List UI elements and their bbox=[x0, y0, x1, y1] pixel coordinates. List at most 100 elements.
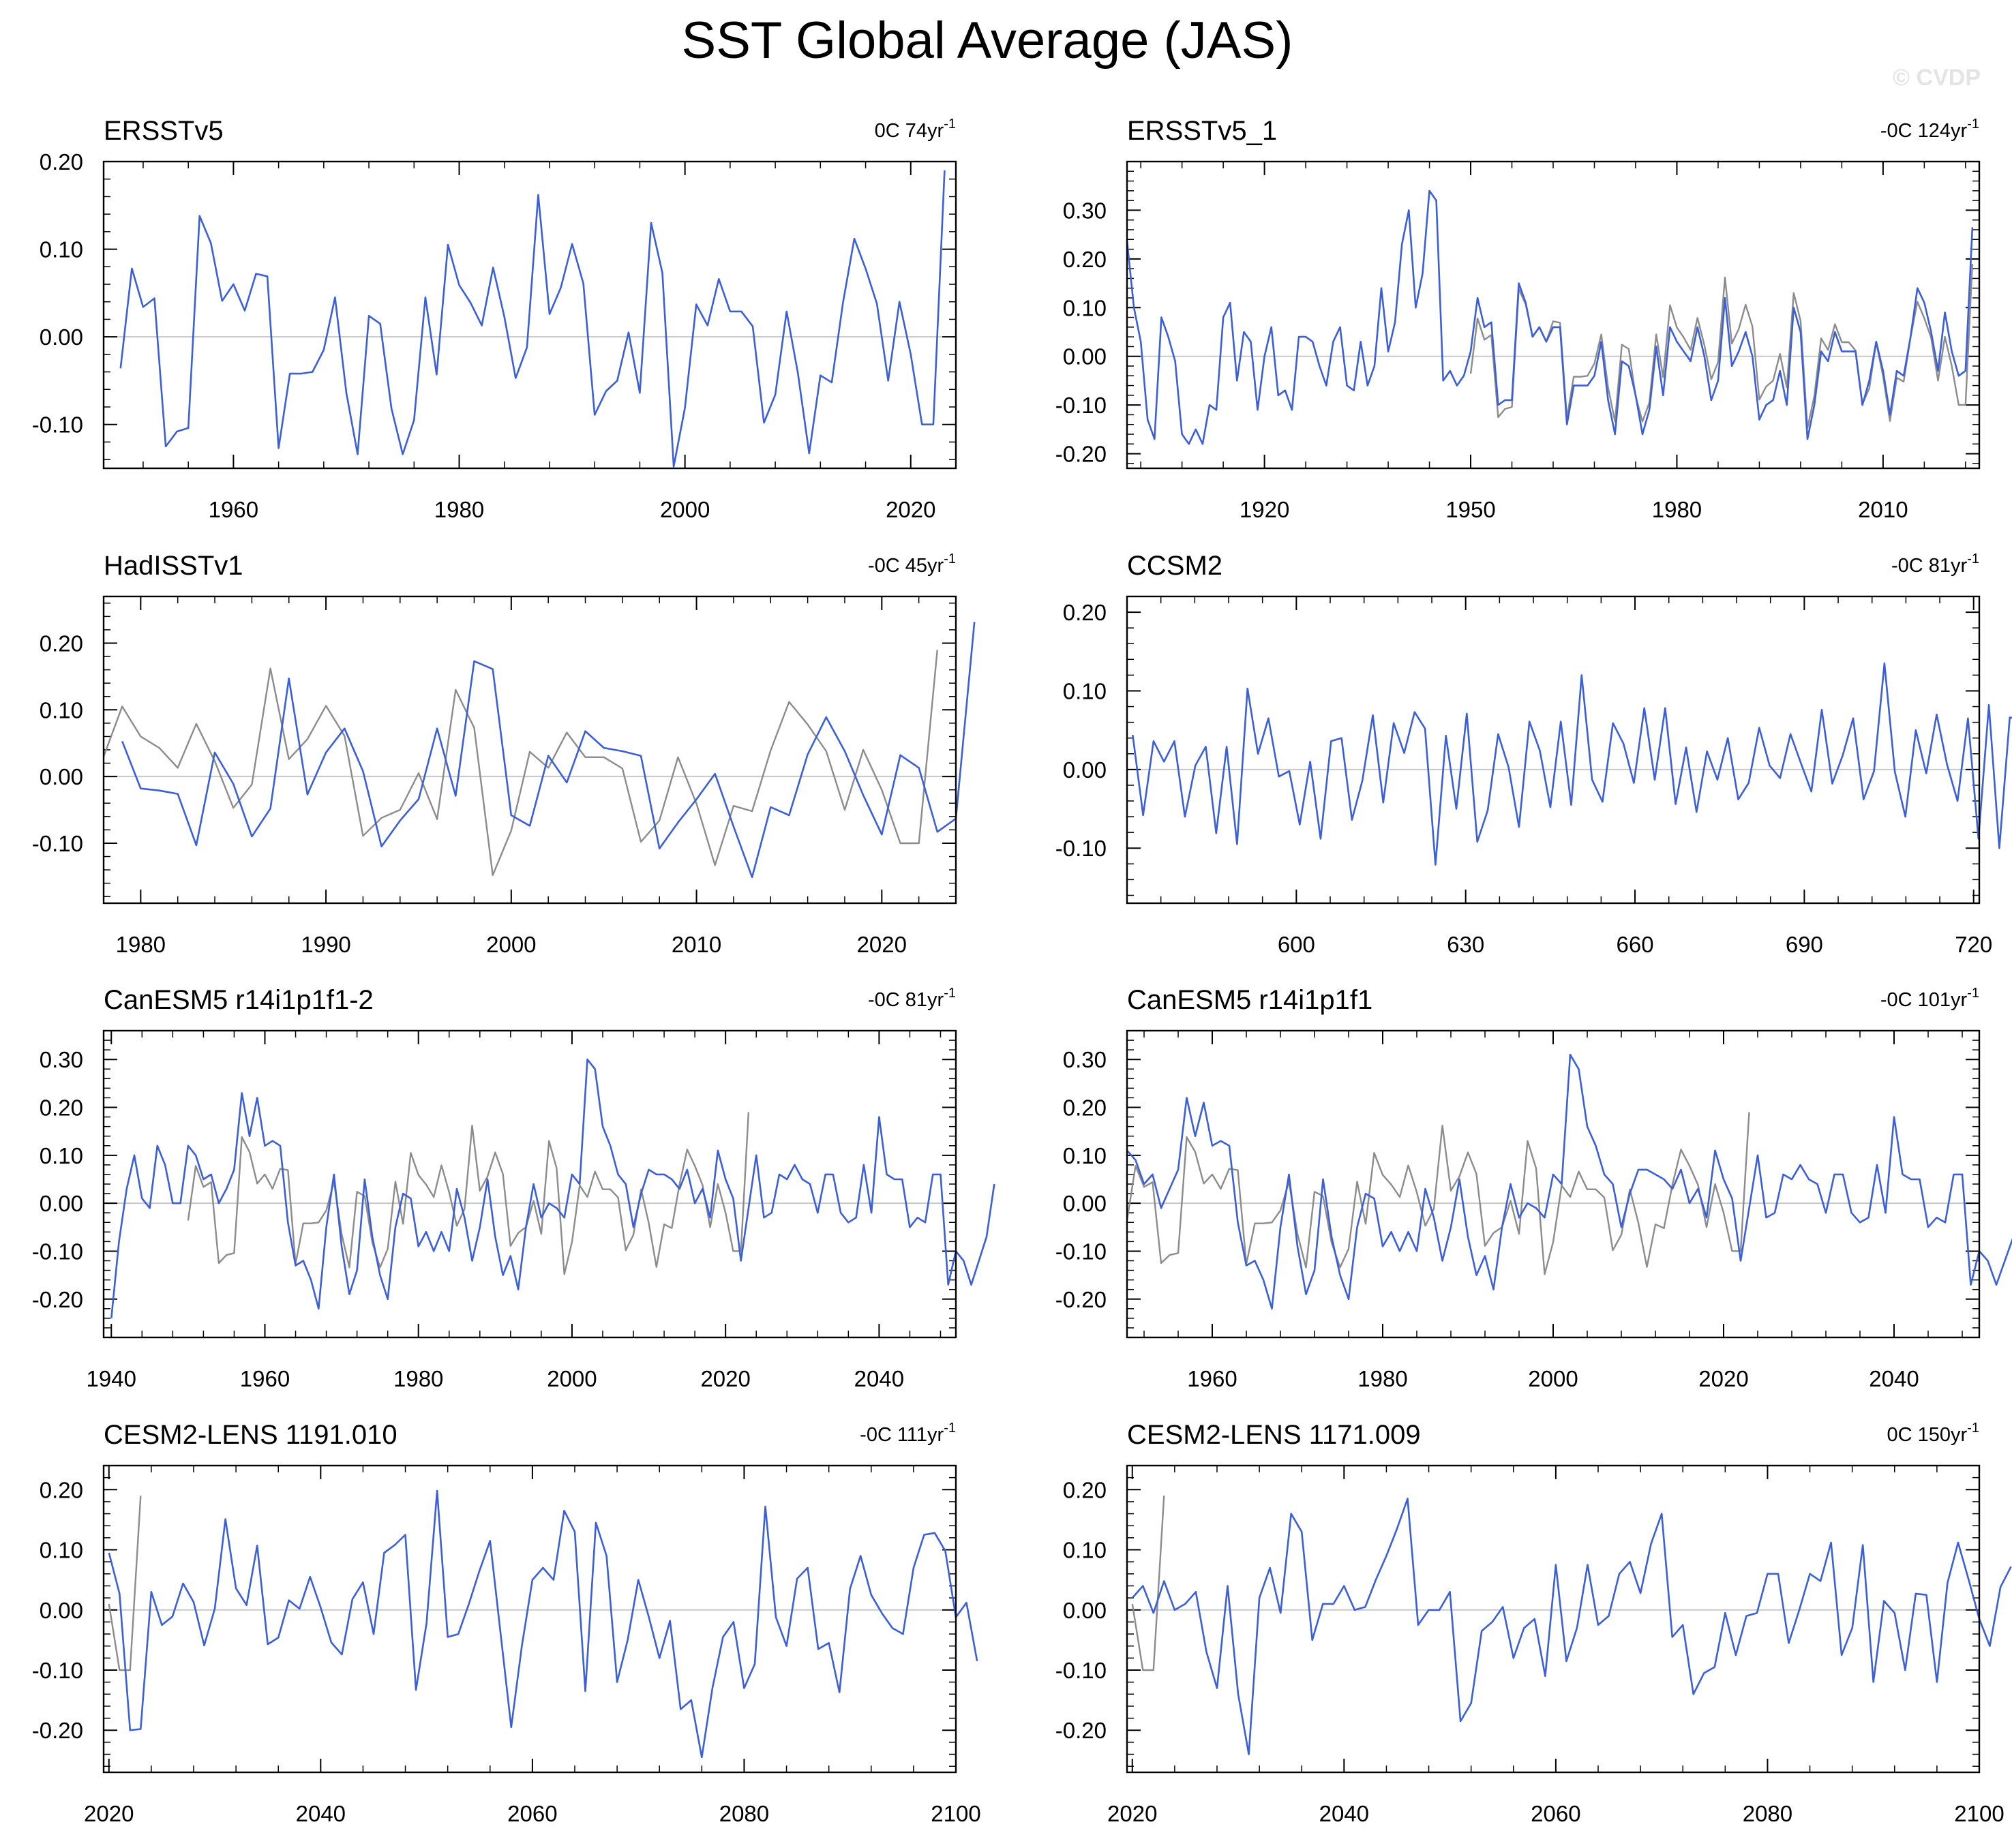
trend-text: -0C 111yr bbox=[860, 1424, 944, 1446]
panel-7: CESM2-LENS 1171.009 0C 150yr-1 -0.20 -0.10 0… bbox=[1055, 1420, 2012, 1826]
plot-frame bbox=[1126, 595, 1981, 905]
series-line-primary bbox=[119, 170, 946, 468]
y-tick-label: -0.20 bbox=[32, 1287, 83, 1312]
panel-title: ERSSTv5 bbox=[104, 116, 224, 146]
x-tick-label: 2020 bbox=[857, 932, 907, 957]
series-line-primary bbox=[121, 622, 976, 879]
series-line-primary bbox=[1132, 662, 2012, 866]
x-tick-label: 2010 bbox=[1858, 497, 1908, 522]
plot-frame bbox=[102, 595, 957, 905]
y-tick-label: 0.20 bbox=[40, 1095, 83, 1121]
x-tick-label: 1950 bbox=[1445, 497, 1495, 522]
x-tick-label: 2020 bbox=[886, 497, 935, 522]
x-tick-label: 1920 bbox=[1240, 497, 1289, 522]
y-tick-label: 0.00 bbox=[40, 764, 83, 789]
trend-text: -0C 101yr bbox=[1880, 989, 1968, 1011]
x-tick-label: 2040 bbox=[1869, 1366, 1919, 1391]
y-tick-label: 0.00 bbox=[1063, 1191, 1107, 1216]
plot-frame bbox=[102, 1029, 957, 1339]
panel-4: CanESM5 r14i1p1f1-2 -0C 81yr-1 -0.20 -0.10 0… bbox=[32, 985, 995, 1391]
panel-title: CESM2-LENS 1191.010 bbox=[104, 1420, 397, 1450]
x-tick-label: 1980 bbox=[1357, 1366, 1407, 1391]
x-tick-label: 2020 bbox=[1698, 1366, 1748, 1391]
x-tick-label: 1980 bbox=[434, 497, 484, 522]
y-tick-label: -0.10 bbox=[1055, 1658, 1107, 1683]
panel-2: HadISSTv1 -0C 45yr-1 -0.10 0.00 0.10 0.20 1980… bbox=[32, 551, 976, 957]
y-tick-label: 0.10 bbox=[40, 237, 83, 262]
x-tick-label: 2040 bbox=[296, 1801, 346, 1826]
x-tick-label: 600 bbox=[1278, 932, 1315, 957]
y-tick-label: 0.20 bbox=[1063, 600, 1107, 625]
trend-text: 0C 74yr bbox=[875, 120, 944, 142]
trend-label: -0C 81yr-1 bbox=[1891, 551, 1979, 577]
figure-title: SST Global Average (JAS) bbox=[682, 12, 1293, 70]
panel-5: CanESM5 r14i1p1f1 -0C 101yr-1 -0.20 -0.10 0.… bbox=[1055, 985, 2012, 1391]
x-tick-label: 660 bbox=[1617, 932, 1654, 957]
plot-frame bbox=[1126, 1464, 1981, 1774]
panel-3: CCSM2 -0C 81yr-1 -0.10 0.00 0.10 0.20 600 630 66… bbox=[1055, 551, 2012, 957]
y-tick-label: -0.10 bbox=[32, 1239, 83, 1264]
y-tick-label: 0.00 bbox=[1063, 1598, 1107, 1623]
y-tick-label: 0.20 bbox=[40, 631, 83, 656]
trend-label: -0C 81yr-1 bbox=[868, 986, 956, 1011]
trend-label: 0C 150yr-1 bbox=[1887, 1421, 1979, 1446]
x-tick-label: 1990 bbox=[301, 932, 350, 957]
y-tick-label: 0.00 bbox=[40, 1191, 83, 1216]
trend-label: 0C 74yr-1 bbox=[875, 117, 956, 142]
x-tick-label: 1960 bbox=[209, 497, 258, 522]
x-tick-label: 2020 bbox=[700, 1366, 750, 1391]
x-tick-label: 1960 bbox=[1187, 1366, 1237, 1391]
plot-frame bbox=[102, 1464, 957, 1774]
y-tick-label: 0.10 bbox=[1063, 678, 1107, 703]
y-tick-label: -0.20 bbox=[32, 1718, 83, 1743]
y-tick-label: 0.20 bbox=[40, 1477, 83, 1502]
y-tick-label: 0.20 bbox=[1063, 247, 1107, 272]
panel-title: CanESM5 r14i1p1f1 bbox=[1127, 985, 1372, 1015]
y-tick-label: 0.00 bbox=[40, 1598, 83, 1623]
x-tick-label: 2040 bbox=[1319, 1801, 1369, 1826]
y-tick-label: -0.10 bbox=[1055, 1239, 1107, 1264]
series-line-reference bbox=[108, 1496, 142, 1671]
y-tick-label: -0.20 bbox=[1055, 442, 1107, 467]
x-tick-label: 2020 bbox=[84, 1801, 134, 1826]
y-tick-label: 0.00 bbox=[40, 324, 83, 350]
trend-text: -0C 124yr bbox=[1880, 120, 1968, 142]
trend-text: 0C 150yr bbox=[1887, 1424, 1968, 1446]
x-tick-label: 690 bbox=[1786, 932, 1823, 957]
panel-title: CanESM5 r14i1p1f1-2 bbox=[104, 985, 374, 1015]
series-line-primary bbox=[108, 1489, 978, 1759]
x-tick-label: 2060 bbox=[507, 1801, 557, 1826]
y-tick-label: 0.10 bbox=[40, 1538, 83, 1563]
x-tick-label: 2100 bbox=[1954, 1801, 2004, 1826]
x-tick-label: 2080 bbox=[719, 1801, 769, 1826]
x-tick-label: 2020 bbox=[1107, 1801, 1157, 1826]
y-tick-label: 0.30 bbox=[1063, 1047, 1107, 1072]
y-tick-label: 0.10 bbox=[1063, 295, 1107, 320]
plot-frame bbox=[1126, 160, 1981, 470]
trend-label: -0C 111yr-1 bbox=[860, 1421, 956, 1446]
y-tick-label: 0.10 bbox=[1063, 1538, 1107, 1563]
x-tick-label: 1940 bbox=[87, 1366, 136, 1391]
watermark: © CVDP bbox=[1893, 65, 1981, 91]
y-tick-label: 0.20 bbox=[1063, 1095, 1107, 1121]
y-tick-label: 0.30 bbox=[1063, 198, 1107, 223]
x-tick-label: 2100 bbox=[931, 1801, 980, 1826]
panel-1: ERSSTv5_1 -0C 124yr-1 -0.20 -0.10 0.00 0.10 0.… bbox=[1055, 116, 1981, 522]
y-tick-label: 0.00 bbox=[1063, 757, 1107, 783]
trend-exponent: -1 bbox=[944, 117, 956, 132]
series-line-reference bbox=[1469, 263, 1974, 429]
panel-6: CESM2-LENS 1191.010 -0C 111yr-1 -0.20 -0.10… bbox=[32, 1420, 981, 1826]
x-tick-label: 1980 bbox=[1652, 497, 1702, 522]
y-tick-label: 0.00 bbox=[1063, 344, 1107, 369]
trend-exponent: -1 bbox=[1967, 551, 1979, 566]
y-tick-label: 0.10 bbox=[40, 697, 83, 723]
series-line-primary bbox=[110, 1058, 995, 1319]
x-tick-label: 2000 bbox=[547, 1366, 597, 1391]
plot-frame bbox=[1126, 1029, 1981, 1339]
x-tick-label: 1960 bbox=[240, 1366, 290, 1391]
x-tick-label: 1980 bbox=[116, 932, 166, 957]
trend-exponent: -1 bbox=[944, 1421, 956, 1436]
x-tick-label: 2000 bbox=[1528, 1366, 1578, 1391]
y-tick-label: 0.10 bbox=[1063, 1143, 1107, 1168]
